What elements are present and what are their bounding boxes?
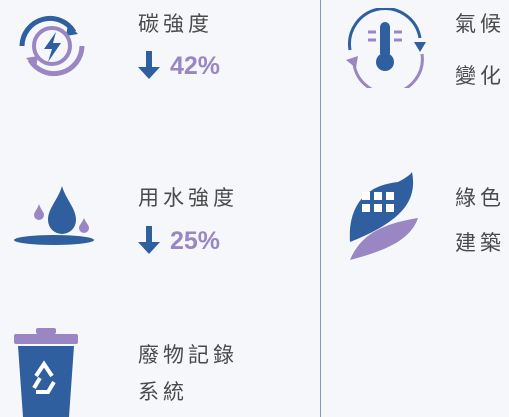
recycle-bin-icon: [14, 328, 78, 417]
item-change: 25%: [170, 227, 221, 255]
down-arrow: [138, 226, 160, 254]
item-title: 用水強度: [138, 186, 238, 210]
down-arrow: [138, 51, 160, 79]
item-title: 綠色: [455, 186, 505, 210]
green-building-icon: [349, 172, 418, 260]
item-title: 變化: [455, 64, 505, 88]
climate-icon: [346, 8, 426, 88]
item-title: 建築: [455, 231, 505, 255]
divider: [320, 0, 321, 417]
item-title: 系統: [138, 380, 188, 404]
item-title: 氣候: [455, 12, 505, 36]
carbon-icon: [19, 15, 85, 77]
item-change: 42%: [170, 52, 221, 80]
item-title: 碳強度: [138, 12, 213, 36]
water-icon: [14, 186, 94, 245]
item-title: 廢物記錄: [138, 343, 238, 367]
